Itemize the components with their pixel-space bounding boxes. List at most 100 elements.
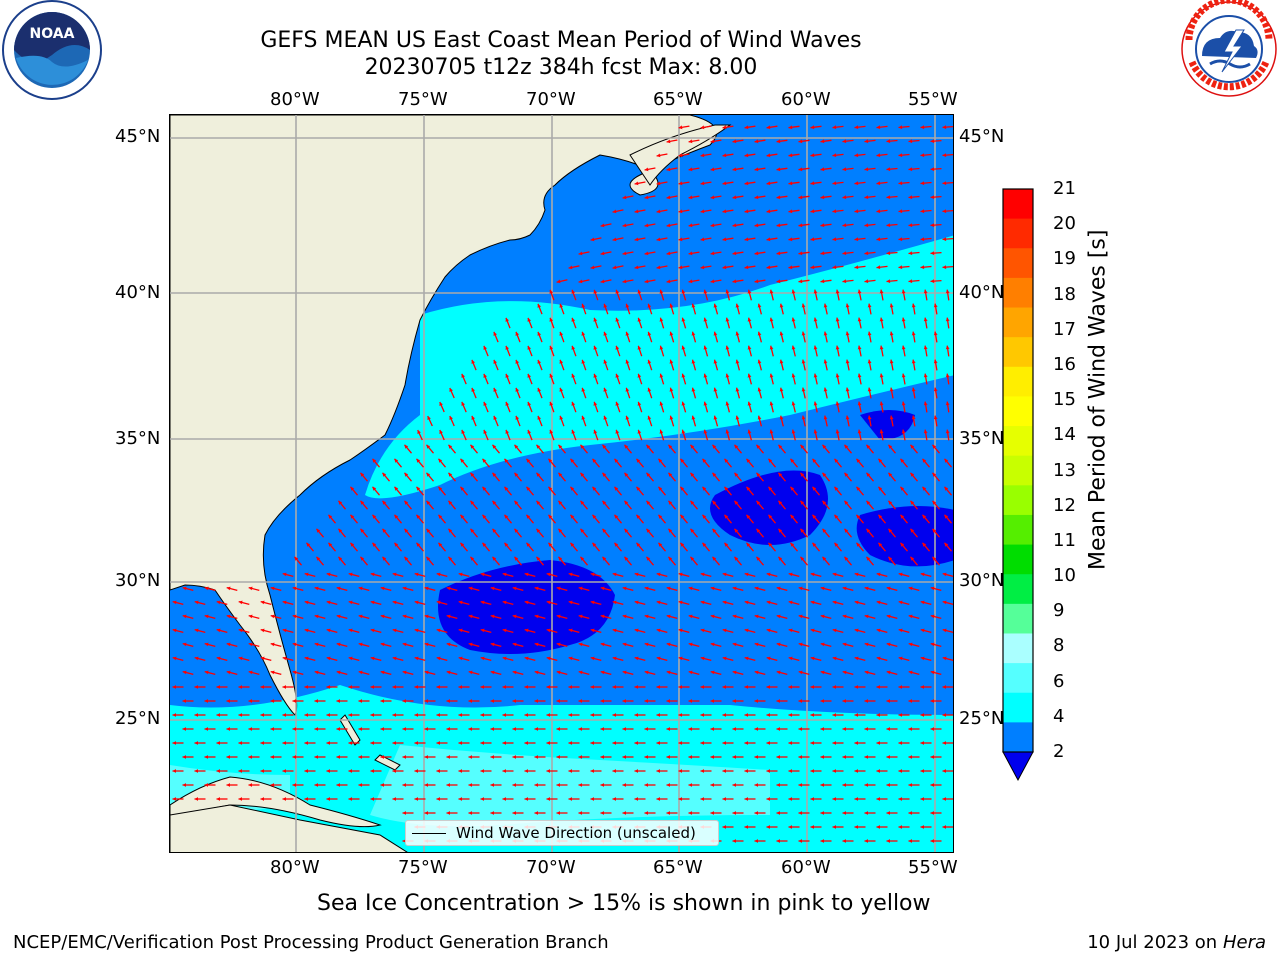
wind-arrow-head [204, 727, 208, 731]
wind-arrow-head [527, 373, 532, 378]
wind-arrow-head [813, 373, 818, 378]
wind-arrow-head [404, 500, 409, 505]
wind-arrow-head [490, 586, 495, 591]
wind-arrow-head [358, 783, 362, 787]
wind-arrow-head [634, 237, 639, 242]
wind-arrow-head [603, 415, 608, 420]
wind-arrow-head [923, 401, 928, 406]
wind-arrow-head [712, 472, 717, 477]
wind-arrow-head [625, 387, 630, 392]
wind-arrow-head [668, 528, 673, 533]
wind-arrow-head [886, 586, 891, 591]
wind-arrow-head [314, 755, 318, 759]
wind-arrow-head [292, 783, 296, 787]
wind-arrow-head [350, 514, 355, 519]
wind-arrow-head [304, 741, 308, 745]
wind-arrow-head [898, 125, 903, 130]
colorbar-cell [1003, 337, 1033, 368]
wind-arrow-head [417, 430, 421, 434]
wind-arrow-head [832, 209, 837, 214]
map-subtitle: 20230705 t12z 384h fcst Max: 8.00 [364, 55, 758, 80]
wind-arrow-head [757, 415, 762, 420]
wind-arrow-head [842, 670, 847, 675]
wind-arrow-head [556, 727, 560, 731]
wind-arrow-head [889, 359, 894, 364]
wind-arrow-head [942, 125, 947, 130]
wind-arrow-head [732, 167, 737, 172]
wind-arrow-head [757, 303, 762, 308]
wind-arrow-head [306, 542, 311, 547]
wind-arrow-head [548, 542, 553, 547]
wind-arrow-head [647, 387, 652, 392]
wind-arrow-head [813, 289, 818, 294]
wind-arrow-head [238, 628, 243, 633]
wind-arrow-head [238, 797, 242, 801]
wind-arrow-head [876, 769, 880, 773]
wind-arrow-head [404, 444, 409, 449]
wind-arrow-head [461, 373, 465, 378]
wind-arrow-head [776, 167, 781, 172]
colorbar-tick-label: 18 [1053, 283, 1076, 305]
wind-arrow-head [172, 797, 176, 801]
wind-arrow-head [864, 139, 869, 144]
wind-arrow-head [490, 642, 495, 647]
wind-arrow-head [864, 251, 869, 256]
wind-arrow-head [898, 265, 903, 270]
wind-arrow-head [600, 251, 605, 256]
wind-arrow-head [776, 195, 781, 200]
map-canvas[interactable] [170, 115, 954, 853]
wind-arrow-head [690, 472, 695, 477]
wind-arrow-head [656, 265, 661, 270]
wind-arrow-head [757, 331, 762, 336]
wind-arrow-head [688, 195, 693, 200]
wind-arrow-head [790, 514, 795, 519]
wind-arrow-head [537, 415, 542, 420]
wind-arrow-head [722, 741, 726, 745]
wind-arrow-head [911, 415, 916, 420]
wind-arrow-head [898, 572, 903, 577]
wind-arrow-head [788, 628, 793, 633]
wind-arrow-head [788, 125, 793, 130]
wind-arrow-head [505, 317, 509, 322]
wind-arrow-head [414, 656, 419, 661]
wind-arrow-head [416, 542, 421, 547]
wind-arrow-head [504, 458, 509, 463]
wind-arrow-head [932, 528, 937, 533]
wind-arrow-head [458, 628, 463, 633]
wind-arrow-head [468, 670, 473, 675]
lat-label: 45°N [115, 126, 161, 147]
wind-arrow-head [879, 317, 884, 322]
wind-arrow-head [920, 628, 925, 633]
wind-arrow-head [182, 670, 187, 675]
wind-arrow-head [446, 699, 450, 703]
wind-arrow-head [634, 656, 639, 661]
wind-arrow-head [568, 713, 572, 717]
wind-arrow-head [722, 628, 727, 633]
wind-arrow-head [483, 373, 487, 378]
wind-arrow-head [537, 331, 542, 336]
wind-arrow-head [480, 797, 484, 801]
wind-arrow-head [593, 289, 598, 294]
wind-arrow-head [600, 699, 604, 703]
legend-label: Wind Wave Direction (unscaled) [456, 824, 696, 842]
wind-arrow-head [735, 415, 740, 420]
land-sw-corner[interactable] [170, 804, 410, 853]
wind-arrow-head [754, 167, 759, 172]
wind-arrow-head [920, 125, 925, 130]
wind-arrow-head [942, 265, 947, 270]
wind-arrow-head [810, 265, 815, 270]
wind-arrow-head [549, 373, 554, 378]
wind-arrow-head [512, 642, 517, 647]
wind-arrow-head [634, 572, 639, 577]
wind-arrow-head [260, 600, 265, 605]
wind-arrow-head [920, 741, 924, 745]
wind-arrow-head [788, 713, 792, 717]
wind-arrow-head [813, 317, 818, 322]
wind-arrow-head [578, 586, 583, 591]
wind-arrow-head [392, 685, 396, 689]
wind-arrow-head [732, 614, 737, 619]
wind-arrow-head [911, 303, 916, 308]
wind-arrow-head [370, 572, 375, 577]
wind-arrow-head [810, 572, 815, 577]
map-panel[interactable] [169, 114, 954, 853]
